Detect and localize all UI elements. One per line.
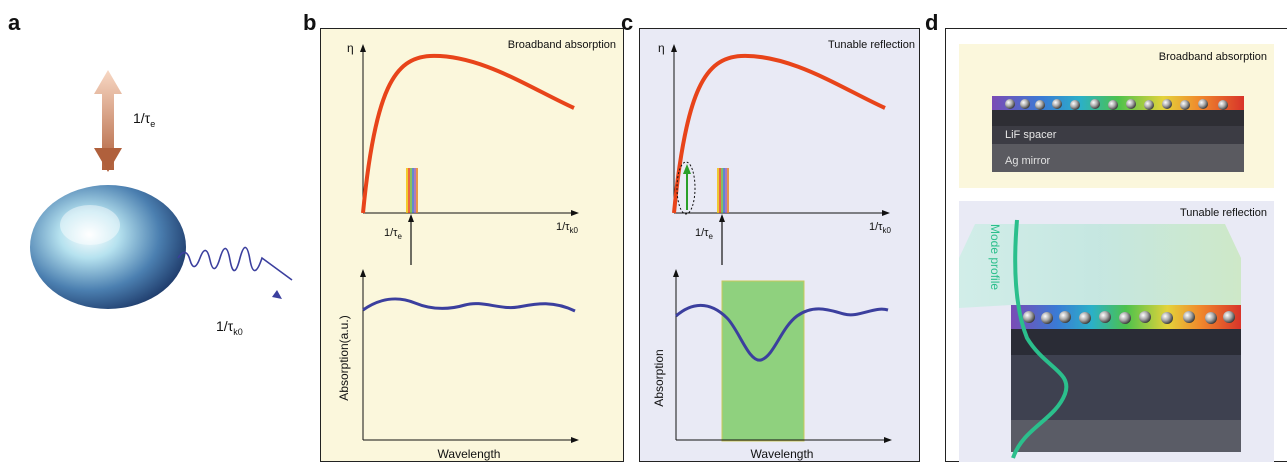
resonator-blob bbox=[30, 185, 186, 309]
panel-c-plots: Tunable reflection η 1/τe 1/τk0 Absorpti… bbox=[652, 39, 915, 461]
panel-d-lif-label: LiF spacer bbox=[1005, 129, 1057, 141]
panel-letter-c: c bbox=[621, 10, 634, 35]
panel-d-mode-fan bbox=[959, 224, 1241, 308]
panel-d-illustration: Broadband absorption LiF spacer Ag mirro… bbox=[959, 44, 1274, 462]
panel-c-top-axes bbox=[673, 48, 886, 214]
panel-b-plots: Broadband absorption η 1/τe 1/τk0 Absorp… bbox=[337, 39, 616, 461]
panel-c-eta-curve bbox=[672, 53, 886, 214]
panel-c-absorption-curve bbox=[675, 303, 889, 362]
panel-b-top-axes bbox=[362, 48, 575, 214]
panel-d-bottom-title: Tunable reflection bbox=[1180, 207, 1267, 219]
panel-b-ylabel: Absorption(a.u.) bbox=[337, 315, 351, 400]
panel-c-green-band bbox=[721, 280, 805, 442]
panel-b-eta-label: η bbox=[347, 41, 354, 55]
emission-arrowhead bbox=[272, 290, 282, 299]
panel-b-bottom-axes bbox=[362, 273, 575, 441]
panel-c-dashed-highlight bbox=[676, 161, 696, 215]
panel-d-mode-label: Mode profile bbox=[988, 224, 1002, 290]
panel-a-illustration bbox=[30, 70, 293, 309]
panel-c-title: Tunable reflection bbox=[828, 39, 915, 51]
panel-d-top-particles bbox=[1005, 99, 1228, 110]
panel-b-xlabel: Wavelength bbox=[438, 447, 501, 461]
panel-a-tau-k0-label: 1/τk0 bbox=[216, 318, 243, 337]
panel-b-eta-curve bbox=[361, 53, 575, 214]
panel-a-tau-e-label: 1/τe bbox=[133, 110, 156, 129]
coupling-double-arrow bbox=[94, 70, 122, 172]
panel-d-top-title: Broadband absorption bbox=[1159, 51, 1267, 63]
emission-wave bbox=[177, 246, 293, 281]
panel-letter-b: b bbox=[303, 10, 317, 35]
panel-b bbox=[320, 28, 624, 462]
panel-letter-a: a bbox=[8, 10, 21, 35]
panel-d-mode-profile-curve bbox=[1011, 219, 1069, 459]
panel-letter-d: d bbox=[925, 10, 939, 35]
panel-c-tau-k0-label: 1/τk0 bbox=[869, 221, 892, 235]
panel-c-eta-label: η bbox=[658, 41, 665, 55]
panel-b-spectral-arrows bbox=[406, 168, 418, 213]
panel-b-absorption-curve bbox=[362, 297, 576, 313]
panel-c-bottom-axes bbox=[675, 273, 888, 441]
panel-b-tau-k0-label: 1/τk0 bbox=[556, 221, 579, 235]
panel-c-xlabel: Wavelength bbox=[751, 447, 814, 461]
panel-d-bottom-particles bbox=[1023, 311, 1235, 324]
panel-b-title: Broadband absorption bbox=[508, 39, 616, 51]
panel-d-ag-label: Ag mirror bbox=[1005, 155, 1051, 167]
panel-c-tau-e-label: 1/τe bbox=[695, 227, 714, 241]
panel-c-ylabel: Absorption bbox=[652, 349, 666, 406]
panel-c-spectral-arrows bbox=[717, 168, 729, 213]
panel-b-tau-e-label: 1/τe bbox=[384, 227, 403, 241]
